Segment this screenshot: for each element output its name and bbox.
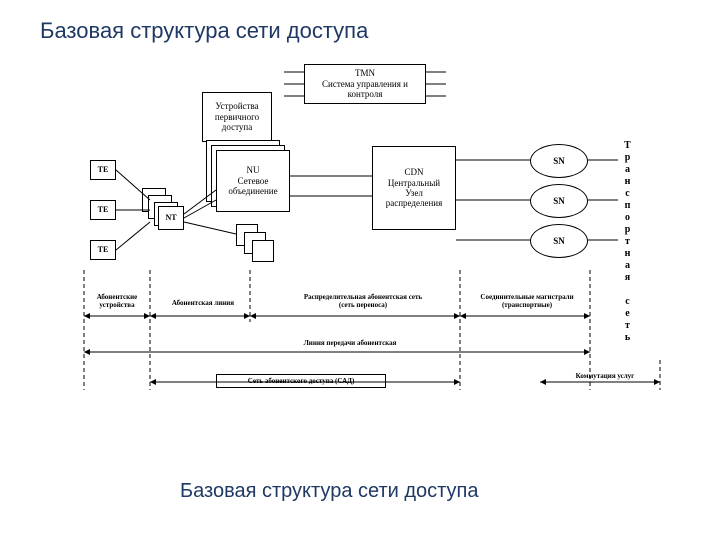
diagram-stage: Базовая структура сети доступа Базовая с…: [0, 0, 720, 540]
connectors-svg: [0, 0, 720, 540]
